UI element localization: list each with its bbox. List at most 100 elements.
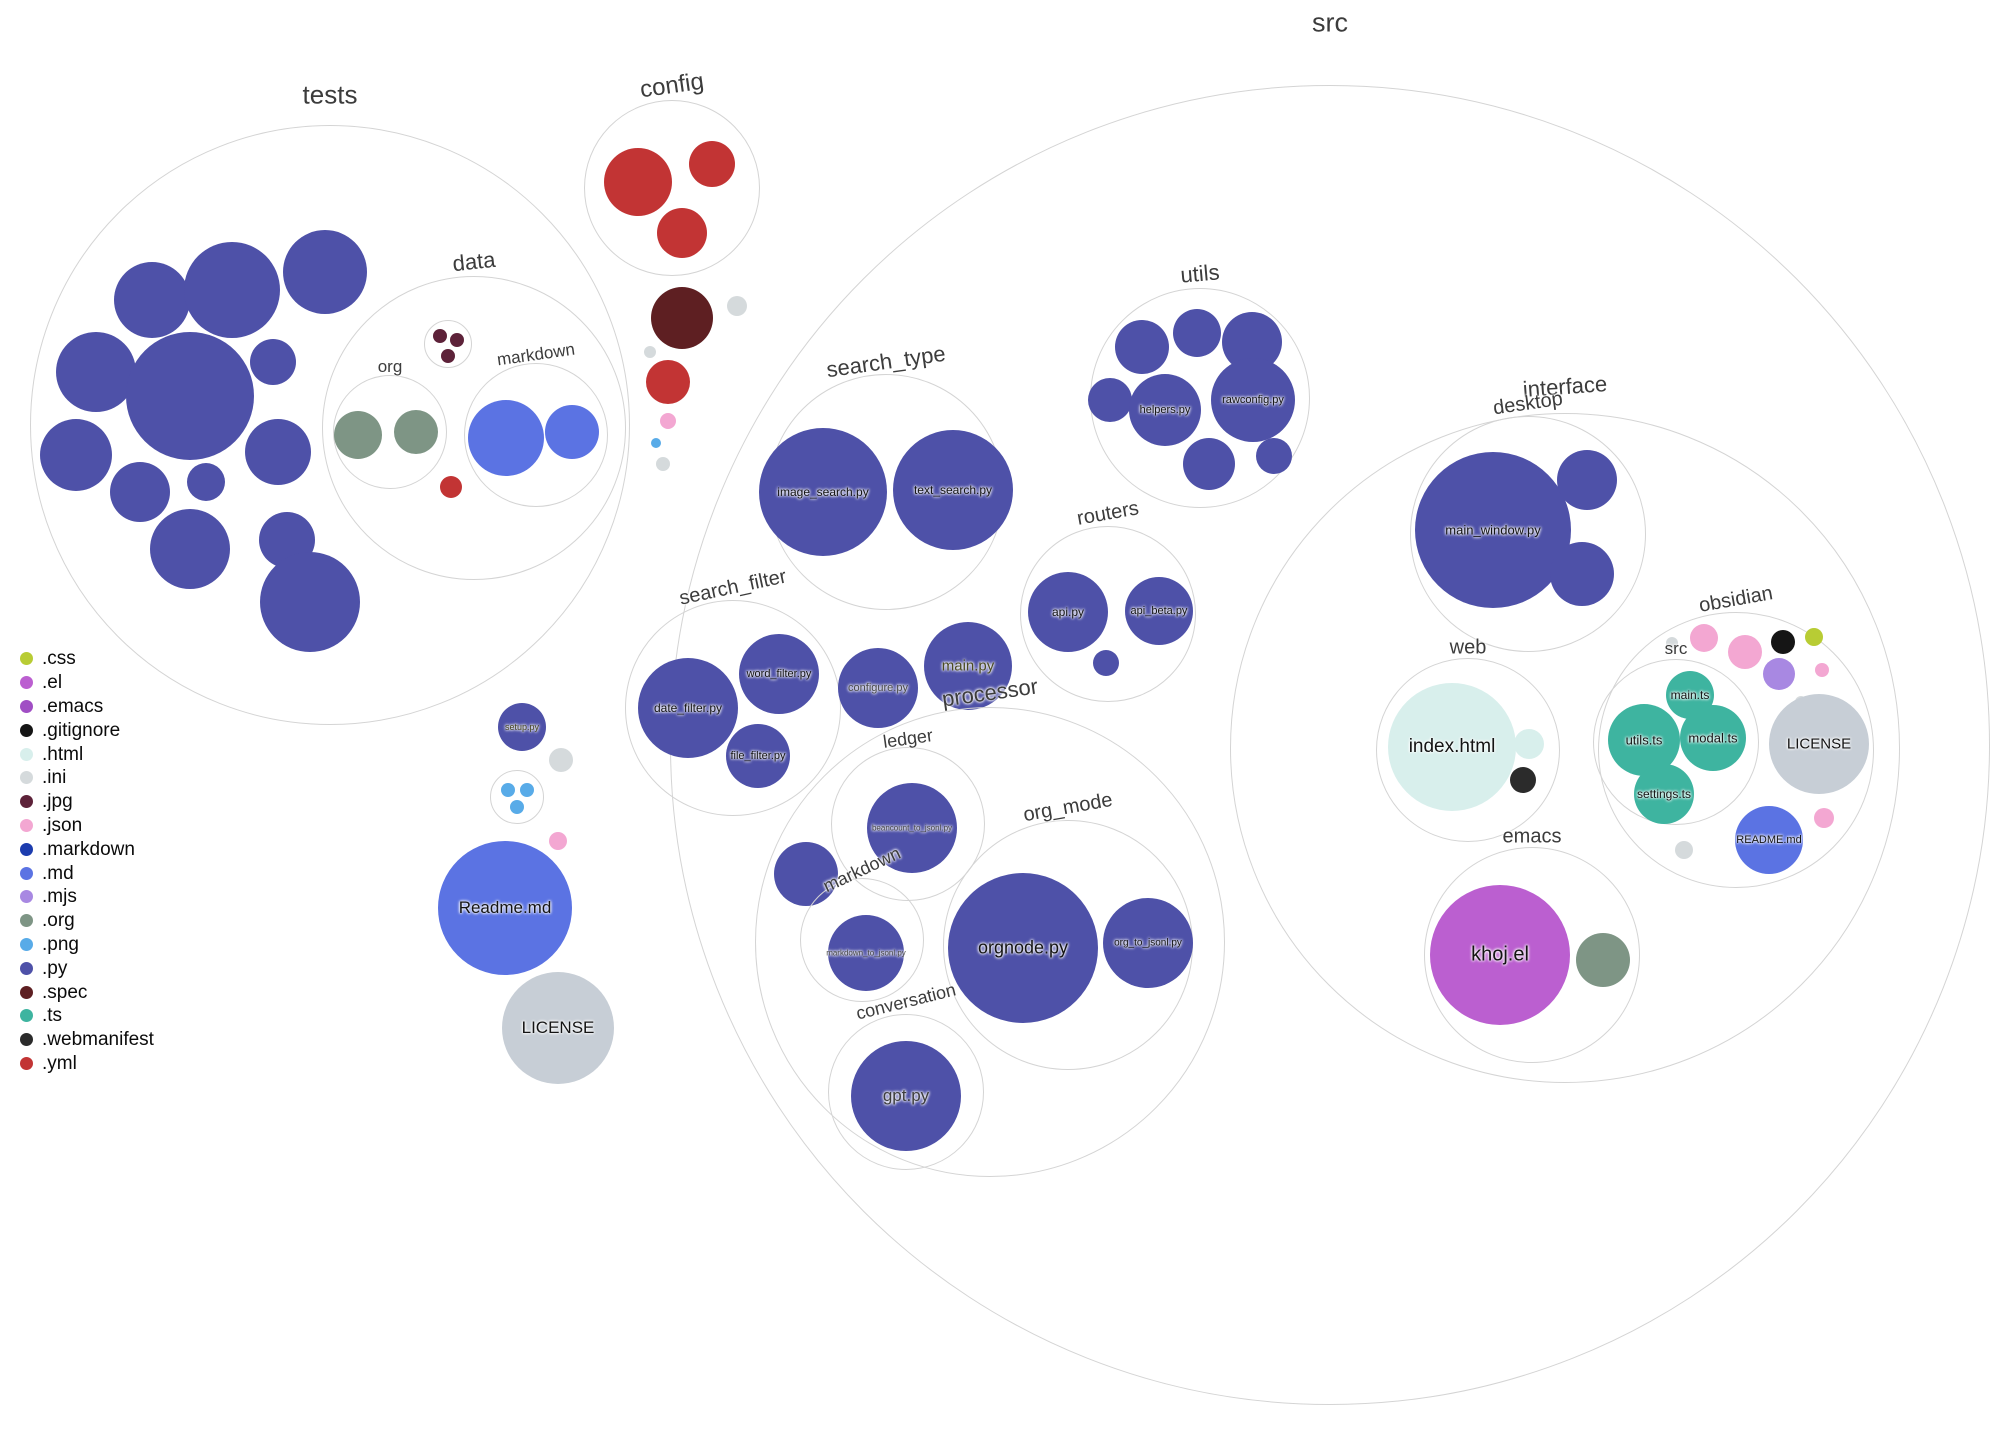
file-index.html[interactable] xyxy=(1388,683,1516,811)
file-json-96[interactable] xyxy=(1815,663,1829,677)
folder-web[interactable] xyxy=(1376,658,1560,842)
file-main.py[interactable] xyxy=(924,622,1012,710)
file-py-4[interactable] xyxy=(56,332,136,412)
folder-routers[interactable] xyxy=(1020,526,1196,702)
file-py-13[interactable] xyxy=(260,552,360,652)
file-yml-29[interactable] xyxy=(440,476,462,498)
file-yml-17[interactable] xyxy=(657,208,707,258)
file-khoj.el[interactable] xyxy=(1430,885,1570,1025)
file-css-94[interactable] xyxy=(1805,628,1823,646)
file-main_window.py[interactable] xyxy=(1415,452,1571,608)
folder-conversation[interactable] xyxy=(828,1014,984,1170)
folder-desktop[interactable] xyxy=(1410,416,1646,652)
file-py-7[interactable] xyxy=(40,419,112,491)
file-py-52[interactable] xyxy=(1173,309,1221,357)
file-py-58[interactable] xyxy=(1256,438,1292,474)
folder-tests[interactable] xyxy=(30,125,630,725)
file-text_search.py[interactable] xyxy=(893,430,1013,550)
folder-data-images[interactable] xyxy=(424,320,472,368)
file-jpg-20[interactable] xyxy=(433,329,447,343)
file-py-5[interactable] xyxy=(126,332,254,460)
file-org-24[interactable] xyxy=(334,411,382,459)
file-configure.py[interactable] xyxy=(838,648,918,728)
file-ini-32[interactable] xyxy=(644,346,656,358)
file-api_beta.py[interactable] xyxy=(1125,577,1193,645)
file-yml-16[interactable] xyxy=(689,141,735,187)
file-mjs-95[interactable] xyxy=(1763,658,1795,690)
file-spec-30[interactable] xyxy=(651,287,713,349)
file-webmanifest-88[interactable] xyxy=(1510,767,1536,793)
file-beancount_to_jsonl.py[interactable] xyxy=(867,783,957,873)
file-py-8[interactable] xyxy=(110,462,170,522)
file-setup.py[interactable] xyxy=(498,703,546,751)
folder-processor-markdown[interactable] xyxy=(800,878,924,1002)
file-py-9[interactable] xyxy=(187,463,225,501)
file-file_filter.py[interactable] xyxy=(726,724,790,788)
file-org-25[interactable] xyxy=(394,410,438,454)
file-org_to_jsonl.py[interactable] xyxy=(1103,898,1193,988)
file-py-6[interactable] xyxy=(250,339,296,385)
file-md-27[interactable] xyxy=(468,400,544,476)
file-ini-90[interactable] xyxy=(1666,637,1678,649)
file-ini-31[interactable] xyxy=(727,296,747,316)
file-date_filter.py[interactable] xyxy=(638,658,738,758)
file-modal.ts[interactable] xyxy=(1680,705,1746,771)
file-markdown_to_jsonl.py[interactable] xyxy=(828,915,904,991)
file-yml-15[interactable] xyxy=(604,148,672,216)
file-api.py[interactable] xyxy=(1028,572,1108,652)
folder-processor[interactable] xyxy=(755,707,1225,1177)
folder-data-markdown[interactable] xyxy=(464,363,608,507)
folder-data-org[interactable] xyxy=(333,375,447,489)
file-helpers.py[interactable] xyxy=(1129,374,1201,446)
file-image_search.py[interactable] xyxy=(759,428,887,556)
file-jpg-21[interactable] xyxy=(450,333,464,347)
folder-data[interactable] xyxy=(322,276,626,580)
file-py-3[interactable] xyxy=(283,230,367,314)
folder-emacs[interactable] xyxy=(1424,847,1640,1063)
file-png-42[interactable] xyxy=(510,800,524,814)
file-py-1[interactable] xyxy=(114,262,190,338)
file-ini-38[interactable] xyxy=(549,748,573,772)
folder-root-assets[interactable] xyxy=(490,770,544,824)
file-json-91[interactable] xyxy=(1690,624,1718,652)
file-md-28[interactable] xyxy=(545,405,599,459)
file-jpg-22[interactable] xyxy=(441,349,455,363)
file-py-10[interactable] xyxy=(245,419,311,485)
mjs-color-dot-icon xyxy=(20,890,33,904)
folder-interface[interactable] xyxy=(1230,413,1900,1083)
file-json-34[interactable] xyxy=(660,413,676,429)
file-LICENSE-obsidian[interactable] xyxy=(1769,694,1869,794)
file-png-41[interactable] xyxy=(520,783,534,797)
file-settings.ts[interactable] xyxy=(1634,764,1694,824)
file-json-105[interactable] xyxy=(1814,808,1834,828)
file-json-92[interactable] xyxy=(1728,635,1762,669)
file-ini-106[interactable] xyxy=(1675,841,1693,859)
file-py-11[interactable] xyxy=(150,509,230,589)
folder-obsidian-src[interactable] xyxy=(1593,659,1759,825)
file-gpt.py[interactable] xyxy=(851,1041,961,1151)
file-py-57[interactable] xyxy=(1183,438,1235,490)
file-yml-33[interactable] xyxy=(646,360,690,404)
file-orgnode.py[interactable] xyxy=(948,873,1098,1023)
file-png-35[interactable] xyxy=(651,438,661,448)
file-word_filter.py[interactable] xyxy=(739,634,819,714)
file-org-109[interactable] xyxy=(1576,933,1630,987)
file-LICENSE-root[interactable] xyxy=(502,972,614,1084)
legend-label: .json xyxy=(42,814,83,836)
file-gitignore-93[interactable] xyxy=(1771,630,1795,654)
file-rawconfig.py[interactable] xyxy=(1211,358,1295,442)
file-py-62[interactable] xyxy=(1093,650,1119,676)
file-png-40[interactable] xyxy=(501,783,515,797)
file-json-43[interactable] xyxy=(549,832,567,850)
file-py-84[interactable] xyxy=(1550,542,1614,606)
file-Readme.md[interactable] xyxy=(438,841,572,975)
folder-search_filter[interactable] xyxy=(625,600,841,816)
file-ini-36[interactable] xyxy=(656,457,670,471)
file-py-2[interactable] xyxy=(184,242,280,338)
file-py-83[interactable] xyxy=(1557,450,1617,510)
file-README.md[interactable] xyxy=(1735,806,1803,874)
file-py-51[interactable] xyxy=(1115,320,1169,374)
folder-config[interactable] xyxy=(584,100,760,276)
file-py-54[interactable] xyxy=(1088,378,1132,422)
file-html-87[interactable] xyxy=(1514,729,1544,759)
